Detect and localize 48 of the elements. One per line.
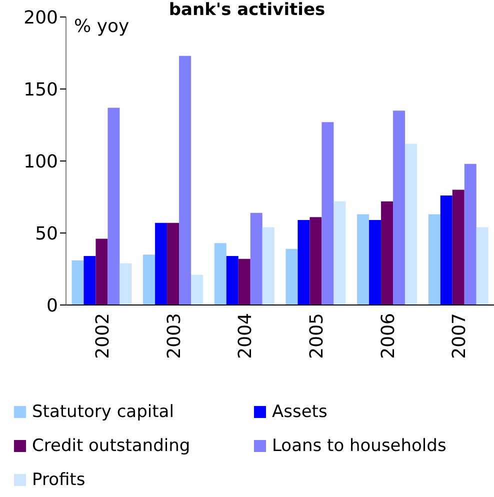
bar: [298, 220, 310, 305]
bar: [262, 227, 274, 305]
bar: [334, 201, 346, 305]
bar: [452, 190, 464, 305]
x-tick-label: 2005: [306, 313, 328, 359]
bar: [310, 217, 322, 305]
x-tick-label: 2004: [235, 313, 256, 359]
bar: [357, 214, 370, 305]
legend-label: Credit outstanding: [32, 436, 190, 456]
bar: [214, 243, 226, 305]
bar: [226, 256, 238, 305]
y-tick-label: 200: [24, 7, 58, 28]
x-tick-label: 2006: [378, 313, 399, 359]
bar: [250, 212, 262, 305]
bar: [428, 214, 440, 305]
y-axis-title: % yoy: [74, 16, 130, 37]
bar: [120, 263, 132, 305]
bar: [369, 220, 382, 305]
x-tick-label: 2007: [449, 313, 470, 359]
legend-label: Statutory capital: [32, 402, 174, 422]
legend-label: Loans to households: [272, 436, 446, 456]
bar: [381, 201, 394, 305]
bar: [167, 222, 180, 305]
x-tick-label: 2002: [92, 313, 114, 359]
bar: [155, 222, 168, 305]
x-tick-label: 2003: [164, 313, 185, 359]
bar: [191, 274, 204, 305]
bar: [476, 227, 488, 305]
bar: [440, 196, 452, 305]
bar: [84, 256, 96, 305]
y-tick-label: 150: [24, 79, 58, 100]
legend-label: Profits: [32, 470, 86, 490]
bar: [72, 260, 84, 305]
bar: [143, 254, 156, 305]
bar: [108, 108, 120, 305]
y-tick-label: 0: [46, 295, 58, 316]
y-tick-label: 50: [35, 223, 58, 244]
legend-label: Assets: [272, 402, 328, 422]
bar: [286, 248, 298, 305]
bar: [179, 56, 192, 305]
chart-title: bank's activities: [168, 0, 326, 20]
bar: [322, 122, 334, 305]
bar: [393, 110, 406, 305]
bar: [238, 258, 250, 305]
bar: [464, 164, 476, 305]
bar: [405, 144, 418, 305]
bar: [96, 238, 108, 305]
y-tick-label: 100: [24, 151, 58, 172]
